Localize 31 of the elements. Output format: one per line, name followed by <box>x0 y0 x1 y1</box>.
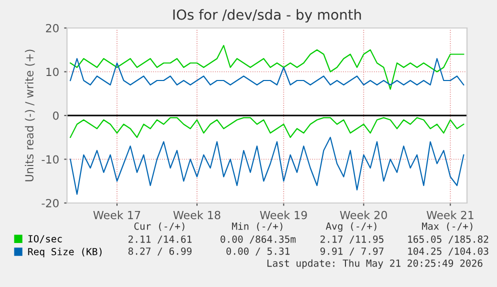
text: 0.00 / 5.31 <box>226 247 290 256</box>
y-tick-label: -10 <box>42 155 59 164</box>
text: 8.27 / 6.99 <box>128 247 192 256</box>
text: 0.00 /864.35m <box>220 235 296 244</box>
legend-label: IO/sec <box>28 235 62 244</box>
text: Min (-/+) <box>232 222 282 231</box>
line-series <box>70 136 464 195</box>
y-tick-label: 10 <box>46 68 59 76</box>
text: 9.91 / 7.97 <box>320 247 384 256</box>
x-tick-label: Week 21 <box>426 210 474 220</box>
legend-label: Req Size (KB) <box>28 248 102 258</box>
x-tick-label: Week 19 <box>260 210 307 220</box>
text: 104.25 /104.03 <box>408 247 488 256</box>
line-series <box>70 117 464 138</box>
y-tick-label: 0 <box>53 111 59 120</box>
text: Last update: Thu May 21 20:25:49 2026 <box>267 259 482 269</box>
line-series <box>70 44 464 90</box>
chart-title: IOs for /dev/sda - by month <box>173 9 361 23</box>
line-series <box>70 58 464 86</box>
text: 165.05 /185.82 <box>408 235 488 244</box>
text: Cur (-/+) <box>134 222 184 231</box>
text: 2.17 /11.95 <box>320 235 384 244</box>
x-tick-label: Week 17 <box>93 210 140 220</box>
text: Max (-/+) <box>422 222 472 231</box>
y-tick-label: 20 <box>46 24 59 32</box>
text: 2.11 /14.61 <box>128 235 192 244</box>
x-tick-label: Week 20 <box>340 210 387 220</box>
y-axis-title: Units read (-) / write (+) <box>24 50 35 182</box>
text: Avg (-/+) <box>326 222 376 232</box>
y-tick-label: -20 <box>42 198 59 208</box>
x-tick-label: Week 18 <box>173 210 220 220</box>
